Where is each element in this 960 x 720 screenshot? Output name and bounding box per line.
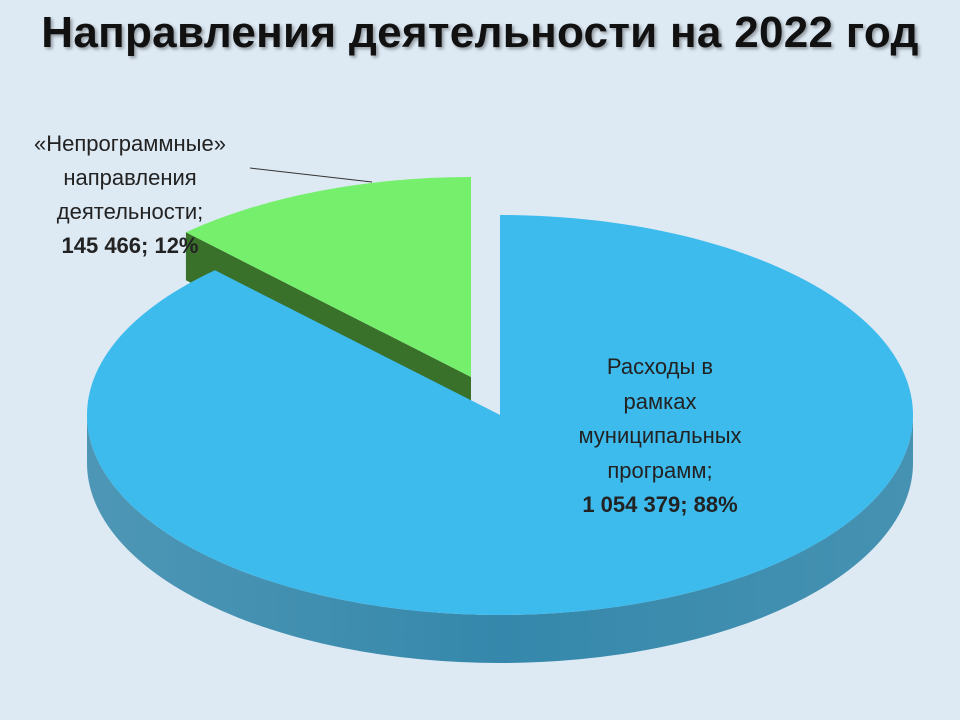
pie-slice-0 [87,215,913,663]
label-line: программ; [607,457,713,483]
label-line: Расходы в [606,354,714,379]
slice-side-wall [87,415,913,663]
chart-title: Направления деятельности на 2022 год [41,8,919,57]
slice-value-label: 145 466; 12% [61,233,199,258]
slice-value-label: 1 054 379; 88% [582,492,738,517]
slice-label-municipal-programs: Расходы в рамках муниципальных программ;… [540,350,780,523]
label-line: направления [63,165,197,190]
slice-top [87,215,913,615]
label-line: деятельности; [56,199,204,224]
leader-line [249,167,373,183]
label-line: «Непрограммные» [34,131,226,156]
slice-label-nonprogram: «Непрограммные» направления деятельности… [0,127,260,263]
label-line: муниципальных [578,423,742,448]
slice-top [185,177,472,377]
label-line: рамках [623,388,697,414]
